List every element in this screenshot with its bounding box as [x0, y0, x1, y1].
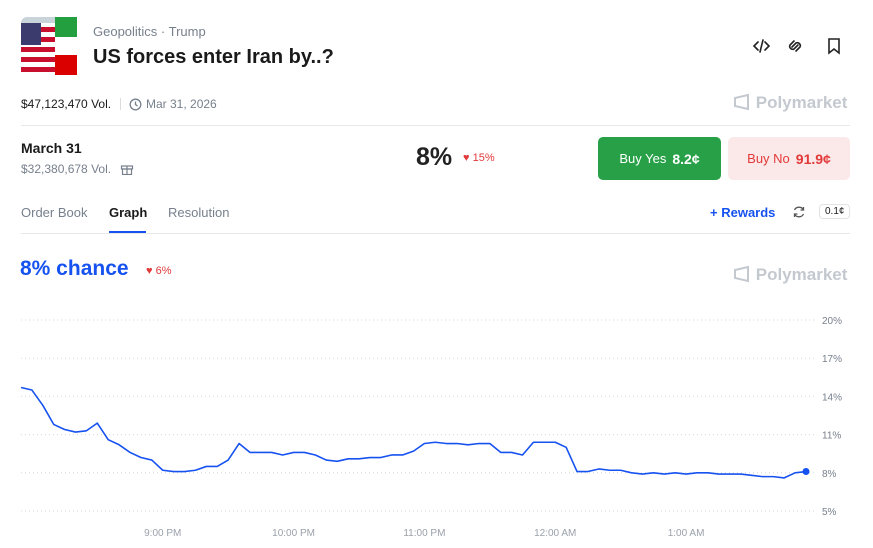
divider: [21, 125, 850, 126]
x-tick-label: 11:00 PM: [403, 528, 445, 539]
tab-underline: [109, 231, 146, 233]
category[interactable]: Geopolitics: [93, 24, 158, 39]
tab-active[interactable]: Graph: [109, 205, 148, 220]
divider: [120, 98, 121, 110]
button-label: Buy Yes: [619, 151, 667, 166]
x-tick-label: 9:00 PM: [144, 528, 181, 539]
rewards[interactable]: + Rewards: [710, 205, 776, 220]
buy-yes-button[interactable]: Buy Yes 8.2¢: [598, 137, 721, 180]
button-label: Buy No: [747, 151, 790, 166]
y-tick-label: 20%: [822, 316, 842, 327]
brand: Polymarket: [733, 93, 847, 113]
chart-title: 8% chance: [20, 257, 129, 280]
tab[interactable]: Resolution: [168, 205, 230, 220]
outcome-change-text: 15%: [472, 152, 495, 164]
brand-logo: [734, 93, 749, 111]
outcome-volume: $32,380,678 Vol.: [21, 162, 134, 176]
divider: [21, 233, 850, 234]
rewards-text: Rewards: [721, 205, 776, 220]
embed-icon[interactable]: [752, 39, 771, 53]
spread-select[interactable]: 0.1¢: [819, 204, 851, 219]
breadcrumb: Geopolitics · Trump: [93, 24, 206, 39]
series-line: [20, 386, 807, 479]
no-price: 91.9¢: [795, 150, 831, 167]
x-tick-label: 12:00 AM: [534, 528, 576, 539]
outcome-volume-text: $32,380,678 Vol.: [21, 162, 112, 176]
y-tick-label: 11%: [822, 431, 841, 442]
x-tick-label: 1:00 AM: [668, 528, 705, 539]
link-icon[interactable]: [788, 40, 802, 52]
brand-logo: [734, 265, 749, 283]
y-tick-label: 14%: [822, 392, 842, 403]
bookmark-icon[interactable]: [828, 38, 840, 55]
outcome-name: March 31: [21, 140, 82, 156]
outcome-change: ♥ 15%: [463, 152, 495, 164]
volume: $47,123,470 Vol.: [21, 97, 112, 111]
buy-no-button[interactable]: Buy No 91.9¢: [728, 137, 850, 180]
refresh-icon[interactable]: [792, 205, 806, 219]
tab[interactable]: Order Book: [21, 205, 88, 220]
x-tick-label: 10:00 PM: [272, 528, 315, 539]
end-date: Mar 31, 2026: [146, 97, 217, 111]
brand-name: Polymarket: [755, 265, 848, 284]
market-image: [21, 17, 77, 75]
market-title: US forces enter Iran by..?: [93, 46, 334, 68]
yes-price: 8.2¢: [672, 150, 700, 167]
y-tick-label: 17%: [822, 354, 842, 365]
gift-icon[interactable]: [120, 162, 134, 176]
brand-name: Polymarket: [755, 93, 848, 112]
outcome-chance: 8%: [416, 143, 453, 171]
chart-brand: Polymarket: [733, 265, 847, 285]
y-tick-label: 8%: [822, 469, 837, 480]
y-tick-label: 5%: [822, 507, 837, 518]
header-actions: [752, 38, 840, 55]
tag[interactable]: Trump: [168, 24, 206, 39]
chart-change-text: 6%: [155, 265, 172, 277]
last-point: [802, 468, 810, 476]
chart-change: ♥ 6%: [146, 265, 172, 277]
clock-icon: [129, 98, 142, 111]
